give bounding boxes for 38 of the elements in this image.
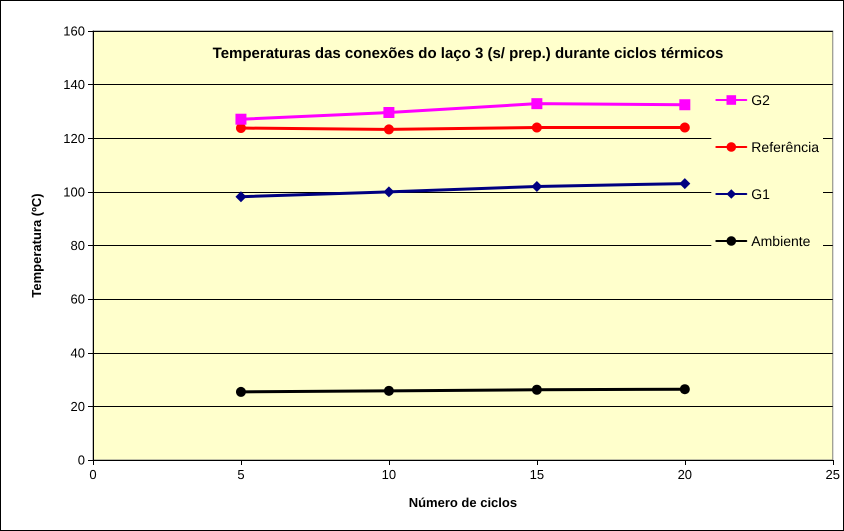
text: Temperaturas das conexões do laço 3 (s/ prep.) durante ciclos térmicos <box>212 45 724 62</box>
point <box>384 386 394 396</box>
point <box>531 98 542 110</box>
x-tick-label: 25 <box>826 467 840 482</box>
y-tick-label: 120 <box>63 130 85 146</box>
point <box>679 178 690 190</box>
y-tick-label: 140 <box>63 77 85 92</box>
y-tick-label: 60 <box>70 292 85 307</box>
point <box>384 124 394 134</box>
point <box>680 122 690 133</box>
point <box>383 186 394 198</box>
y-tick-label: 100 <box>63 184 85 200</box>
point <box>679 99 690 110</box>
y-tick-label: 80 <box>70 238 85 253</box>
y-axis-title: Temperatura (ºC) <box>29 193 44 298</box>
point <box>235 191 246 202</box>
point <box>383 107 394 118</box>
point <box>532 122 542 133</box>
point <box>235 114 246 125</box>
point <box>532 384 542 395</box>
x-tick-label: 0 <box>89 467 97 482</box>
y-tick-label: 40 <box>70 345 85 360</box>
y-tick-label: 0 <box>78 452 85 468</box>
y-tick-label: 160 <box>63 24 85 38</box>
x-tick-label: 5 <box>237 467 245 482</box>
x-tick-label: 10 <box>382 467 396 482</box>
legend-label: G1 <box>751 186 770 202</box>
legend-label: Referência <box>751 139 820 155</box>
x-tick-label: 15 <box>530 467 544 482</box>
y-tick-label: 20 <box>70 398 85 414</box>
point <box>680 384 690 394</box>
point <box>236 386 246 397</box>
point <box>531 181 542 192</box>
legend-label: G2 <box>751 92 770 108</box>
x-tick-label: 20 <box>678 467 692 482</box>
x-axis-title: Número de ciclos <box>408 495 518 510</box>
legend-label: Ambiente <box>751 233 811 249</box>
point <box>236 123 246 134</box>
